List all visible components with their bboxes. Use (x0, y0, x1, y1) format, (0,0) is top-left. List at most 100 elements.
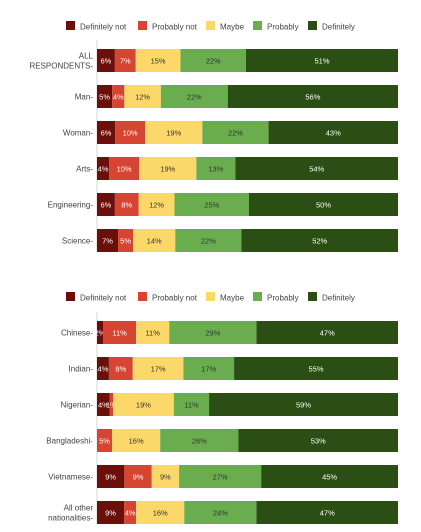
bar-segment (160, 85, 228, 108)
data-label: 4% (98, 365, 109, 374)
data-label: 8% (121, 201, 132, 210)
data-label: 47% (320, 329, 335, 338)
data-label: 1% (106, 401, 117, 410)
category-label: Woman- (63, 129, 93, 138)
bar-segment (114, 193, 139, 216)
data-label: 52% (312, 237, 327, 246)
bar-row: Chinese- 2% 11% 11% 29% 47% (61, 321, 398, 344)
bar-segment (261, 465, 398, 488)
data-label: 11% (145, 329, 160, 338)
bar-segment (97, 229, 119, 252)
bar-segment (108, 357, 133, 380)
data-label: 4% (98, 165, 109, 174)
bar-segment (112, 429, 161, 452)
legend-label: Probably not (152, 294, 198, 303)
data-label: 22% (187, 93, 202, 102)
data-label: 6% (101, 57, 112, 66)
data-label: 25% (204, 201, 219, 210)
legend-swatch (308, 292, 317, 301)
bar-segment (180, 49, 247, 72)
bar-segment (135, 49, 181, 72)
bar-segment (97, 193, 115, 216)
legend-swatch (308, 21, 317, 30)
bar-segment (145, 121, 203, 144)
data-label: 10% (123, 129, 138, 138)
bar-segment (196, 157, 236, 180)
bar-segment (151, 465, 180, 488)
data-label: 59% (296, 401, 311, 410)
legend-swatch (138, 21, 147, 30)
bar-segment (124, 465, 152, 488)
data-label: 19% (166, 129, 181, 138)
bar-segment (173, 393, 210, 416)
data-label: 11% (112, 329, 127, 338)
bar-segment (114, 49, 136, 72)
bar-segment (268, 121, 398, 144)
legend-label: Maybe (220, 294, 245, 303)
data-label: 55% (309, 365, 324, 374)
data-label: 53% (311, 437, 326, 446)
category-label: Chinese- (61, 329, 93, 338)
data-label: 43% (326, 129, 341, 138)
data-label: 17% (151, 365, 166, 374)
chart-1-legend: Definitely not Probably not Maybe Probably D… (66, 21, 355, 32)
bar-segment (227, 85, 398, 108)
bar-segment (97, 357, 109, 380)
data-label: 16% (129, 437, 144, 446)
data-label: 12% (149, 201, 164, 210)
bar-row: Nigerian- 4%1% 19% 11% 59% (61, 393, 398, 416)
category-label: Nigerian- (61, 401, 94, 410)
legend-label: Definitely not (80, 294, 127, 303)
bar-row: Vietnamese- 9% 9% 9% 27% 45% (48, 465, 398, 488)
category-label: Bangladeshi- (46, 437, 93, 446)
bar-segment (97, 393, 110, 416)
data-label: 14% (147, 237, 162, 246)
legend-label: Definitely (322, 23, 355, 32)
data-label: 5% (99, 437, 110, 446)
bar-segment (136, 501, 185, 524)
bar-segment (169, 321, 257, 344)
bar-segment (97, 157, 110, 180)
bar-row: Bangladeshi-0%5%16%26%53% (46, 429, 398, 452)
bar-segment (160, 429, 239, 452)
bar-segment (138, 193, 175, 216)
legend-swatch (138, 292, 147, 301)
bar-segment (97, 121, 116, 144)
data-label: 9% (105, 473, 116, 482)
bar-segment (109, 393, 114, 416)
data-label: 50% (316, 201, 331, 210)
data-label: 5% (99, 93, 110, 102)
legend-swatch (206, 21, 215, 30)
legend-swatch (66, 292, 75, 301)
chart-2-legend: Definitely not Probably not Maybe Probably D… (66, 292, 355, 303)
legend-label: Probably not (152, 23, 198, 32)
bar-segment (124, 85, 161, 108)
bar-segment (183, 357, 235, 380)
bar-row: All other nationalities- 9% 4% 16% 24% 47% (48, 501, 398, 524)
category-label: All other nationalities- (48, 504, 93, 523)
bar-segment (256, 321, 398, 344)
bar-segment (235, 157, 398, 180)
legend-swatch (206, 292, 215, 301)
bar-segment (234, 357, 398, 380)
bar-segment (209, 393, 398, 416)
legend-swatch (66, 21, 75, 30)
bar-segment (132, 357, 184, 380)
category-label: Engineering- (48, 201, 94, 210)
legend-label: Probably (267, 294, 299, 303)
data-label: 4% (98, 401, 109, 410)
bar-row: Indian- 4% 8% 17% 17% 55% (69, 357, 398, 380)
data-label: 22% (206, 57, 221, 66)
bar-row: Science- 7% 5% 14% 22% 52% (62, 229, 398, 252)
bar-segment (109, 157, 140, 180)
bar-segment (112, 85, 125, 108)
data-label: 22% (201, 237, 216, 246)
data-label: 24% (213, 509, 228, 518)
data-label: 22% (228, 129, 243, 138)
data-label: 12% (135, 93, 150, 102)
bar-segment (103, 321, 137, 344)
bar-segment (248, 193, 398, 216)
category-label: Indian- (69, 365, 94, 374)
data-label: 9% (160, 473, 171, 482)
